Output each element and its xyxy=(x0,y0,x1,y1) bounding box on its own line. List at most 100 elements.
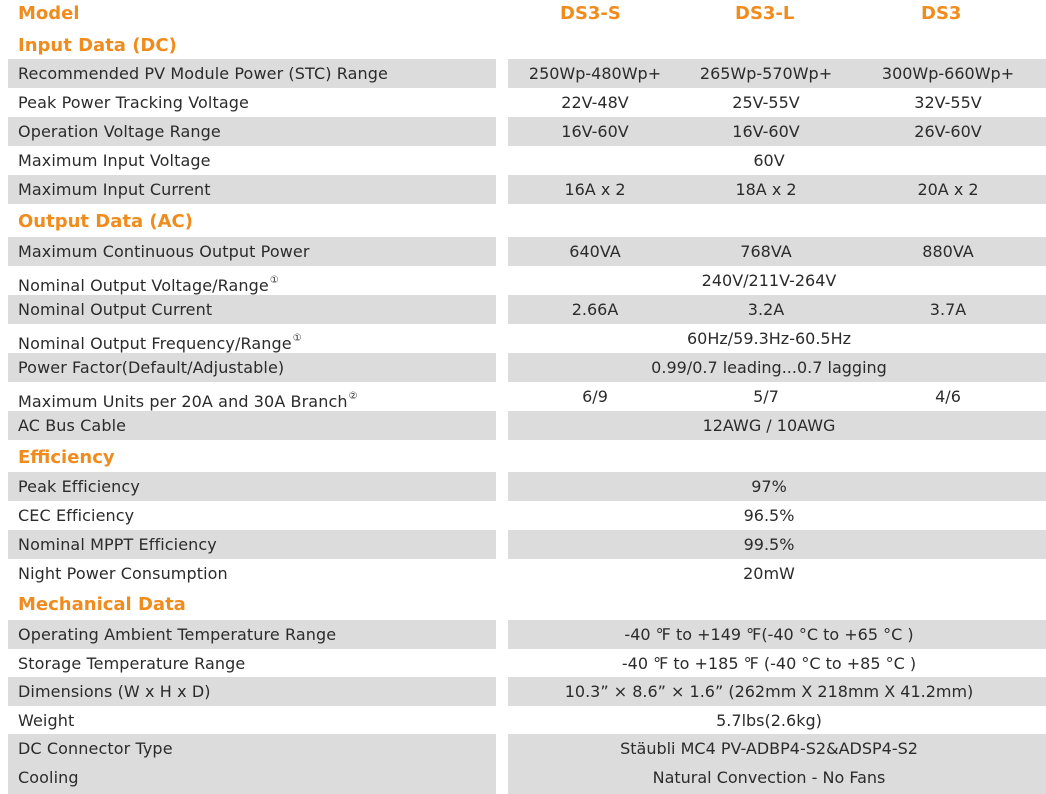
spec-label: Maximum Input Current xyxy=(8,175,496,204)
spec-values: 240V/211V-264V xyxy=(508,266,1046,295)
spec-value-ds3-l: 768VA xyxy=(740,242,792,261)
spec-label: DC Connector Type xyxy=(8,734,496,763)
spec-label: Peak Power Tracking Voltage xyxy=(8,88,496,117)
spec-label: Maximum Units per 20A and 30A Branch② xyxy=(8,382,496,411)
spec-value-ds3-s: 2.66A xyxy=(571,300,619,319)
footnote-marker: ① xyxy=(269,275,279,286)
spec-label: Cooling xyxy=(8,763,496,792)
spec-label-text: Weight xyxy=(18,711,75,730)
spec-value-all-models: Stäubli MC4 PV-ADBP4-S2&ADSP4-S2 xyxy=(620,739,918,758)
section-title-input-data-dc: Input Data (DC) xyxy=(18,35,177,56)
spec-label-text: Peak Efficiency xyxy=(18,477,140,496)
spec-value-all-models: -40 ℉ to +185 ℉ (-40 °C to +85 °C ) xyxy=(621,654,917,673)
spec-row: Nominal MPPT Efficiency 99.5% xyxy=(8,530,1046,559)
spec-label-text: Storage Temperature Range xyxy=(18,654,246,673)
spec-label: Maximum Continuous Output Power xyxy=(8,237,496,266)
spec-label: Dimensions (W x H x D) xyxy=(8,677,496,706)
spec-values: 12AWG / 10AWG xyxy=(508,411,1046,440)
model-ds3-l: DS3-L xyxy=(735,3,795,24)
spec-value-all-models: 60Hz/59.3Hz-60.5Hz xyxy=(686,329,852,348)
spec-row: Cooling Natural Convection - No Fans xyxy=(8,763,1046,792)
spec-label: Nominal Output Voltage/Range① xyxy=(8,266,496,295)
spec-label-text: Nominal MPPT Efficiency xyxy=(18,535,217,554)
spec-values: 16A x 2 18A x 2 20A x 2 xyxy=(508,175,1046,204)
bottom-strip xyxy=(8,790,1046,794)
section-title-efficiency: Efficiency xyxy=(18,447,115,468)
spec-value-all-models: 10.3” × 8.6” × 1.6” (262mm X 218mm X 41.… xyxy=(564,682,974,701)
spec-label: Nominal Output Current xyxy=(8,295,496,324)
spec-row: AC Bus Cable 12AWG / 10AWG xyxy=(8,411,1046,440)
spec-label-text: Nominal Output Voltage/Range xyxy=(18,276,269,295)
spec-values: 250Wp-480Wp+ 265Wp-570Wp+ 300Wp-660Wp+ xyxy=(508,59,1046,88)
spec-value-ds3-l: 25V-55V xyxy=(732,93,800,112)
spec-value-all-models: 60V xyxy=(753,151,785,170)
spec-values: 2.66A 3.2A 3.7A xyxy=(508,295,1046,324)
spec-value-ds3: 26V-60V xyxy=(914,122,982,141)
spec-value-ds3-l: 16V-60V xyxy=(732,122,800,141)
spec-label-text: Nominal Output Frequency/Range xyxy=(18,334,292,353)
spec-value-ds3-s: 16V-60V xyxy=(561,122,629,141)
spec-value-ds3: 880VA xyxy=(922,242,974,261)
spec-label-text: Maximum Continuous Output Power xyxy=(18,242,310,261)
spec-label: Weight xyxy=(8,706,496,735)
spec-values: 22V-48V 25V-55V 32V-55V xyxy=(508,88,1046,117)
spec-row: Dimensions (W x H x D) 10.3” × 8.6” × 1.6… xyxy=(8,677,1046,706)
spec-row: Nominal Output Current 2.66A 3.2A 3.7A xyxy=(8,295,1046,324)
spec-value-ds3-s: 22V-48V xyxy=(561,93,629,112)
spec-label: Operating Ambient Temperature Range xyxy=(8,620,496,649)
footnote-marker: ① xyxy=(292,333,302,344)
spec-row: Maximum Continuous Output Power 640VA 768V… xyxy=(8,237,1046,266)
spec-values: Natural Convection - No Fans xyxy=(508,763,1046,792)
spec-value-ds3: 3.7A xyxy=(929,300,967,319)
spec-label-text: Cooling xyxy=(18,768,79,787)
spec-values: -40 ℉ to +185 ℉ (-40 °C to +85 °C ) xyxy=(508,649,1046,678)
spec-row: Maximum Input Voltage 60V xyxy=(8,146,1046,175)
spec-values: 97% xyxy=(508,472,1046,501)
spec-values: Stäubli MC4 PV-ADBP4-S2&ADSP4-S2 xyxy=(508,734,1046,763)
spec-value-ds3-l: 265Wp-570Wp+ xyxy=(699,64,833,83)
spec-value-all-models: 20mW xyxy=(743,564,795,583)
spec-value-all-models: Natural Convection - No Fans xyxy=(652,768,886,787)
spec-value-all-models: 0.99/0.7 leading...0.7 lagging xyxy=(651,358,887,377)
spec-label: Storage Temperature Range xyxy=(8,649,496,678)
spec-values: 20mW xyxy=(508,559,1046,588)
spec-row: DC Connector Type Stäubli MC4 PV-ADBP4-S2… xyxy=(8,734,1046,763)
footnote-marker: ② xyxy=(348,391,358,402)
spec-value-all-models: 12AWG / 10AWG xyxy=(702,416,836,435)
spec-row: Peak Power Tracking Voltage 22V-48V 25V-55… xyxy=(8,88,1046,117)
spec-value-ds3-s: 250Wp-480Wp+ xyxy=(528,64,662,83)
spec-row: Weight 5.7lbs(2.6kg) xyxy=(8,706,1046,735)
spec-label-text: Power Factor(Default/Adjustable) xyxy=(18,358,285,377)
spec-value-all-models: -40 ℉ to +149 ℉(-40 °C to +65 °C ) xyxy=(624,625,914,644)
spec-values: 99.5% xyxy=(508,530,1046,559)
spec-value-ds3: 32V-55V xyxy=(914,93,982,112)
spec-label: Night Power Consumption xyxy=(8,559,496,588)
spec-values: 640VA 768VA 880VA xyxy=(508,237,1046,266)
spec-row: Operation Voltage Range 16V-60V 16V-60V 26V… xyxy=(8,117,1046,146)
spec-row: Recommended PV Module Power (STC) Range 2… xyxy=(8,59,1046,88)
spec-label-text: Night Power Consumption xyxy=(18,564,228,583)
spec-label-text: Operating Ambient Temperature Range xyxy=(18,625,337,644)
spec-label-text: Maximum Input Voltage xyxy=(18,151,211,170)
spec-values: 96.5% xyxy=(508,501,1046,530)
spec-value-all-models: 240V/211V-264V xyxy=(701,271,837,290)
spec-label: Nominal MPPT Efficiency xyxy=(8,530,496,559)
spec-label-text: Dimensions (W x H x D) xyxy=(18,682,211,701)
spec-value-ds3: 4/6 xyxy=(935,387,961,406)
spec-values: 6/9 5/7 4/6 xyxy=(508,382,1046,411)
spec-row: Peak Efficiency 97% xyxy=(8,472,1046,501)
spec-row: Nominal Output Voltage/Range① 240V/211V-2… xyxy=(8,266,1046,295)
spec-label-text: Maximum Units per 20A and 30A Branch xyxy=(18,392,348,411)
spec-values: 0.99/0.7 leading...0.7 lagging xyxy=(508,353,1046,382)
spec-value-all-models: 99.5% xyxy=(743,535,795,554)
spec-value-ds3-l: 5/7 xyxy=(753,387,779,406)
spec-value-ds3: 20A x 2 xyxy=(917,180,979,199)
spec-row: Nominal Output Frequency/Range① 60Hz/59.3… xyxy=(8,324,1046,353)
spec-value-ds3-s: 16A x 2 xyxy=(564,180,626,199)
spec-row: Power Factor(Default/Adjustable) 0.99/0.7… xyxy=(8,353,1046,382)
spec-label: AC Bus Cable xyxy=(8,411,496,440)
spec-label: Peak Efficiency xyxy=(8,472,496,501)
spec-row: CEC Efficiency 96.5% xyxy=(8,501,1046,530)
spec-label-text: Operation Voltage Range xyxy=(18,122,221,141)
spec-row: Night Power Consumption 20mW xyxy=(8,559,1046,588)
